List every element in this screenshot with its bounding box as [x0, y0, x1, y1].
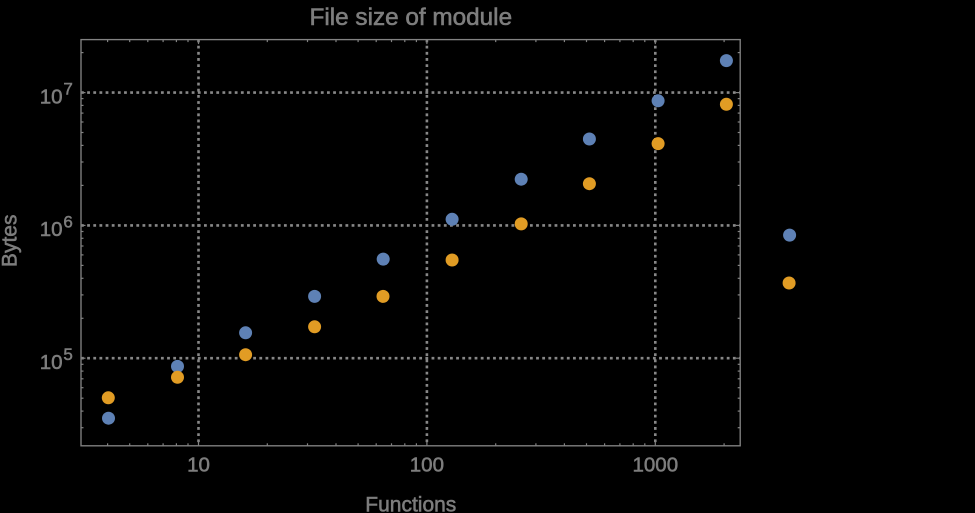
- svg-text:Bytes: Bytes: [0, 215, 22, 268]
- svg-text:5: 5: [63, 345, 72, 364]
- svg-text:1000: 1000: [632, 454, 678, 477]
- svg-text:6: 6: [63, 212, 72, 231]
- svg-text:7: 7: [63, 80, 72, 99]
- svg-text:10: 10: [187, 454, 210, 477]
- svg-text:100: 100: [410, 454, 444, 477]
- svg-text:Functions: Functions: [365, 494, 456, 513]
- svg-text:10: 10: [40, 351, 63, 374]
- svg-text:File size of module: File size of module: [310, 4, 513, 31]
- svg-text:10: 10: [40, 218, 63, 241]
- svg-text:10: 10: [40, 85, 63, 108]
